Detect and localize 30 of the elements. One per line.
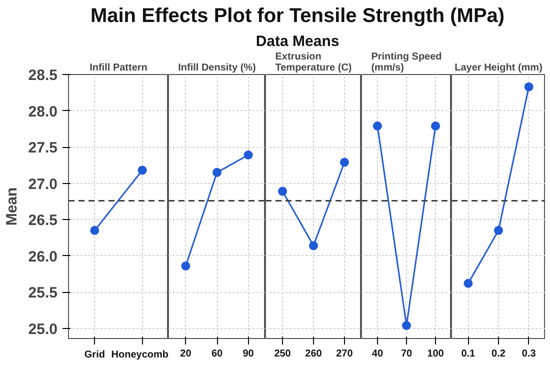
x-tick-label: 0.2 bbox=[492, 348, 506, 360]
x-tick-label: Honeycomb bbox=[111, 350, 169, 360]
y-tick-label: 25.5 bbox=[28, 284, 58, 302]
x-tick-label: 70 bbox=[400, 348, 412, 360]
chart-title: Extrusion Temperature (C) bbox=[275, 52, 352, 74]
x-tick-label: Grid bbox=[84, 350, 105, 360]
y-axis-title: Mean bbox=[3, 187, 20, 226]
x-tick-label: 0.1 bbox=[461, 348, 476, 360]
y-tick-label: 28.5 bbox=[28, 67, 58, 84]
chart-title: Infill Pattern bbox=[90, 62, 148, 74]
chart-title: Layer Height (mm) bbox=[454, 62, 542, 74]
x-tick-label: 40 bbox=[372, 348, 384, 360]
y-tick-label: 28.0 bbox=[28, 103, 58, 120]
x-tick-label: 0.3 bbox=[522, 348, 536, 360]
y-tick-label: 27.5 bbox=[28, 140, 58, 157]
y-tick-label: 26.5 bbox=[28, 212, 58, 230]
text: Main Effects Plot for Tensile Strength (MPa) bbox=[90, 4, 505, 27]
x-tick-label: 60 bbox=[211, 348, 223, 360]
x-tick-label: 20 bbox=[180, 348, 192, 360]
x-tick-label: 90 bbox=[242, 348, 254, 360]
y-tick-label: 26.0 bbox=[28, 248, 58, 266]
chart-title: Infill Density (%) bbox=[178, 62, 256, 74]
x-tick-label: 260 bbox=[305, 348, 322, 360]
chart-title: Printing Speed (mm/s) bbox=[371, 52, 442, 74]
x-tick-label: 270 bbox=[336, 348, 354, 360]
text: Data Means bbox=[256, 32, 340, 50]
y-tick-label: 27.0 bbox=[28, 176, 58, 193]
x-tick-label: 100 bbox=[427, 348, 444, 360]
x-tick-label: 250 bbox=[274, 348, 292, 360]
y-tick-label: 25.0 bbox=[28, 320, 58, 338]
